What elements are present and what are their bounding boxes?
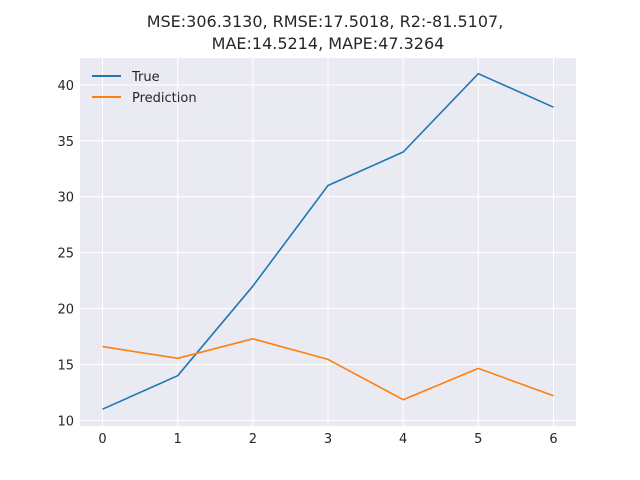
y-tick-label: 35 (57, 135, 74, 150)
y-tick-label: 40 (57, 79, 74, 94)
x-tick-label: 2 (249, 432, 257, 447)
y-tick-label: 30 (57, 191, 74, 206)
series-line-true (102, 72, 554, 410)
y-tick-label: 20 (57, 303, 74, 318)
y-tick-label: 15 (57, 358, 74, 373)
x-tick-label: 3 (324, 432, 332, 447)
y-tick-label: 25 (57, 247, 74, 262)
series-line-prediction (102, 337, 554, 401)
chart-title-line-1: MSE:306.3130, RMSE:17.5018, R2:-81.5107, (147, 12, 504, 31)
legend: True Prediction (92, 70, 197, 106)
x-tick-label: 5 (474, 432, 482, 447)
grid-lines (80, 58, 576, 426)
y-tick-label: 10 (57, 414, 74, 429)
x-tick-label: 1 (174, 432, 182, 447)
y-axis-ticks: 10 15 20 25 30 35 40 (57, 79, 74, 430)
legend-true-label: True (131, 70, 160, 85)
x-tick-label: 6 (549, 432, 557, 447)
chart-title-line-2: MAE:14.5214, MAPE:47.3264 (212, 34, 445, 53)
x-tick-label: 0 (98, 432, 106, 447)
series-lines (102, 72, 554, 410)
legend-prediction-label: Prediction (132, 91, 197, 106)
x-tick-label: 4 (399, 432, 407, 447)
x-axis-ticks: 0 1 2 3 4 5 6 (98, 432, 557, 447)
